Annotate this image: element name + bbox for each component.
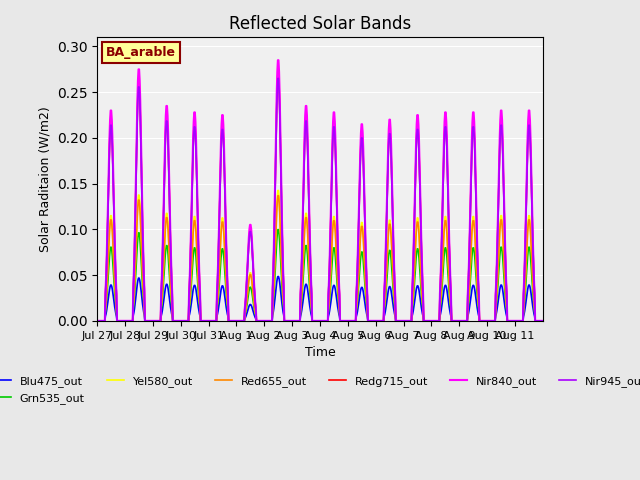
Blu475_out (539, 318, 547, 324)
Nir840_out (539, 318, 547, 324)
Blu475_out (366, 318, 374, 324)
Redg715_out (266, 318, 274, 324)
Redg715_out (539, 318, 547, 324)
Red655_out (250, 295, 257, 300)
Yel580_out (275, 188, 282, 193)
Nir840_out (275, 57, 282, 63)
Blu475_out (275, 274, 282, 279)
Yel580_out (266, 318, 274, 324)
Redg715_out (366, 318, 374, 324)
Nir840_out (250, 269, 257, 275)
Blu475_out (250, 310, 257, 315)
Line: Redg715_out: Redg715_out (97, 73, 543, 321)
Grn535_out (275, 227, 282, 232)
Yel580_out (93, 318, 101, 324)
Nir840_out (366, 318, 374, 324)
Blu475_out (146, 318, 154, 324)
Red655_out (366, 318, 374, 324)
Text: BA_arable: BA_arable (106, 46, 176, 59)
Yel580_out (250, 294, 257, 300)
Redg715_out (228, 318, 236, 324)
Grn535_out (539, 318, 547, 324)
Nir945_out (93, 318, 101, 324)
Redg715_out (275, 71, 282, 76)
Red655_out (275, 193, 282, 199)
Title: Reflected Solar Bands: Reflected Solar Bands (229, 15, 411, 33)
Yel580_out (228, 318, 236, 324)
Yel580_out (366, 318, 374, 324)
Line: Grn535_out: Grn535_out (97, 229, 543, 321)
Grn535_out (146, 318, 154, 324)
Legend: Blu475_out, Grn535_out, Yel580_out, Red655_out, Redg715_out, Nir840_out, Nir945_: Blu475_out, Grn535_out, Yel580_out, Red6… (0, 372, 640, 408)
Nir945_out (539, 318, 547, 324)
Grn535_out (391, 304, 399, 310)
Nir945_out (228, 318, 236, 324)
Red655_out (266, 318, 274, 324)
Line: Red655_out: Red655_out (97, 196, 543, 321)
Line: Blu475_out: Blu475_out (97, 276, 543, 321)
Grn535_out (366, 318, 374, 324)
Nir945_out (250, 273, 257, 278)
Red655_out (539, 318, 547, 324)
Blu475_out (93, 318, 101, 324)
Nir840_out (146, 318, 154, 324)
Grn535_out (250, 301, 257, 307)
Blu475_out (228, 318, 236, 324)
Grn535_out (93, 318, 101, 324)
Blu475_out (266, 318, 274, 324)
Nir945_out (146, 318, 154, 324)
Red655_out (93, 318, 101, 324)
Redg715_out (391, 280, 399, 286)
Yel580_out (391, 298, 399, 304)
Redg715_out (146, 318, 154, 324)
Yel580_out (539, 318, 547, 324)
Nir945_out (366, 318, 374, 324)
Line: Nir840_out: Nir840_out (97, 60, 543, 321)
Red655_out (228, 318, 236, 324)
Nir840_out (391, 278, 399, 284)
Nir840_out (93, 318, 101, 324)
X-axis label: Time: Time (305, 346, 335, 359)
Nir840_out (266, 318, 274, 324)
Nir945_out (391, 281, 399, 287)
Nir945_out (266, 318, 274, 324)
Yel580_out (146, 318, 154, 324)
Redg715_out (250, 272, 257, 277)
Line: Nir945_out: Nir945_out (97, 78, 543, 321)
Redg715_out (93, 318, 101, 324)
Grn535_out (228, 318, 236, 324)
Y-axis label: Solar Raditaion (W/m2): Solar Raditaion (W/m2) (38, 106, 51, 252)
Nir945_out (275, 75, 282, 81)
Nir840_out (228, 318, 236, 324)
Red655_out (146, 318, 154, 324)
Red655_out (391, 299, 399, 305)
Line: Yel580_out: Yel580_out (97, 191, 543, 321)
Blu475_out (391, 311, 399, 317)
Grn535_out (266, 318, 274, 324)
